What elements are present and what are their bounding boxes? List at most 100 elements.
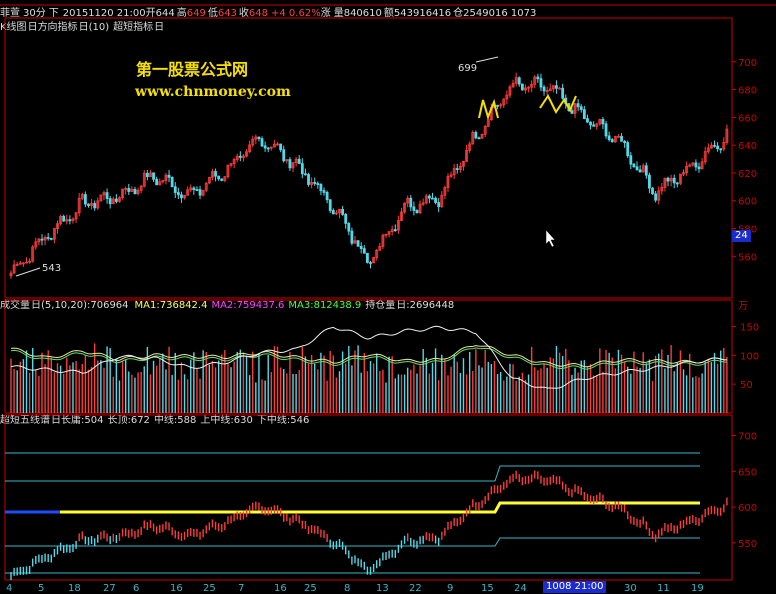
- candle-body: [133, 188, 137, 195]
- candle-body: [46, 237, 50, 239]
- candle-body: [269, 146, 273, 149]
- candle-body: [310, 181, 314, 185]
- kline-ytick-label: 660: [738, 113, 757, 124]
- candle-body: [400, 211, 403, 221]
- open-interest-line: [10, 325, 727, 389]
- candle-body: [579, 106, 583, 111]
- candle-body: [477, 137, 481, 140]
- candle-body: [180, 194, 183, 199]
- candle-body: [520, 83, 524, 91]
- candle-body: [331, 210, 335, 215]
- low-label: 低: [207, 8, 218, 19]
- watermark-url: www.chnmoney.com: [135, 84, 291, 100]
- candle-body: [682, 172, 685, 175]
- candle-body: [496, 104, 499, 107]
- candle-body: [406, 197, 410, 204]
- candle-body: [375, 249, 379, 258]
- candle-body: [198, 189, 202, 196]
- candle-body: [719, 148, 723, 151]
- candle-body: [601, 118, 605, 125]
- symbol-name[interactable]: 菲萱: [0, 8, 20, 19]
- candle-body: [443, 187, 447, 196]
- candle-body: [211, 171, 214, 178]
- xtick-label: 4: [6, 583, 12, 594]
- candle-body: [37, 238, 41, 243]
- candle-body: [12, 264, 16, 274]
- candles: [9, 72, 729, 279]
- candle-body: [449, 174, 453, 177]
- osc-ytick-label: 700: [738, 432, 757, 443]
- line-changyong: 长庸:504: [61, 415, 104, 426]
- candle-body: [127, 188, 131, 192]
- candle-body: [632, 163, 636, 168]
- candle-body: [102, 192, 106, 196]
- high-label: 高: [176, 8, 187, 19]
- indicator-param: (10): [88, 22, 110, 33]
- candle-body: [505, 94, 509, 100]
- candle-body: [688, 164, 692, 167]
- volume-title[interactable]: 成交量: [0, 300, 30, 311]
- candle-body: [139, 185, 143, 191]
- candle-body: [362, 248, 366, 254]
- candle-body: [34, 241, 38, 248]
- candle-body: [576, 103, 580, 108]
- candle-body: [396, 220, 400, 231]
- xtick-label: 15: [481, 583, 494, 594]
- candle-body: [344, 213, 348, 224]
- candle-body: [105, 192, 109, 199]
- volume-unit-label: 万: [738, 301, 748, 312]
- candle-body: [291, 162, 295, 169]
- candle-body: [285, 159, 289, 162]
- candle-body: [328, 199, 332, 211]
- candle-body: [703, 151, 707, 163]
- price-cursor-tag: 24: [732, 230, 751, 242]
- candle-body: [149, 172, 152, 178]
- candle-body: [59, 215, 62, 225]
- candle-body: [43, 237, 47, 241]
- candle-body: [589, 121, 592, 126]
- candle-body: [142, 172, 146, 187]
- candle-body: [273, 143, 276, 148]
- indicator-direction[interactable]: 方向指标: [37, 22, 78, 33]
- kline-title[interactable]: K线图: [0, 22, 27, 33]
- candle-body: [372, 257, 375, 264]
- kline-panel-frame: [4, 17, 733, 299]
- osc-ytick-label: 550: [738, 539, 757, 550]
- candle-body: [87, 203, 90, 206]
- candle-body: [675, 182, 679, 185]
- xtick-label: 18: [68, 583, 81, 594]
- candle-body: [415, 210, 419, 214]
- volume-ma2: MA2:759437.6: [211, 300, 285, 311]
- candle-body: [201, 189, 205, 196]
- candle-body: [713, 144, 716, 147]
- candle-body: [282, 149, 286, 162]
- candle-body: [604, 123, 608, 137]
- candle-body: [195, 189, 199, 191]
- oscillator-panel-frame: [4, 414, 733, 581]
- indicator-direction-flag: 日: [78, 22, 89, 33]
- candle-body: [297, 158, 301, 164]
- candle-body: [276, 143, 279, 146]
- candle-body: [378, 246, 382, 251]
- kline-ytick-label: 600: [738, 197, 757, 208]
- period[interactable]: 30分: [23, 8, 46, 19]
- xtick-label: 9: [447, 583, 453, 594]
- annot-high-line: [475, 56, 499, 63]
- candle-body: [666, 177, 670, 182]
- candle-body: [279, 143, 283, 151]
- candle-body: [458, 165, 462, 170]
- candle-body: [90, 203, 93, 206]
- oscillator-title[interactable]: 超短五线谱: [0, 415, 50, 426]
- indicator-short[interactable]: 超短指标: [113, 22, 154, 33]
- candle-body: [403, 202, 406, 213]
- kline-ytick-label: 620: [738, 169, 757, 180]
- candle-body: [440, 194, 444, 208]
- candle-body: [49, 237, 53, 240]
- xtick-label: 16: [274, 583, 287, 594]
- candle-body: [644, 165, 648, 176]
- oscillator-legend: 超短五线谱日长庸:504 长顶:672 中线:588 上中线:630 下中线:546: [0, 415, 313, 427]
- candle-body: [654, 193, 658, 201]
- kline-ytick-label: 700: [738, 58, 757, 69]
- candle-body: [325, 192, 329, 201]
